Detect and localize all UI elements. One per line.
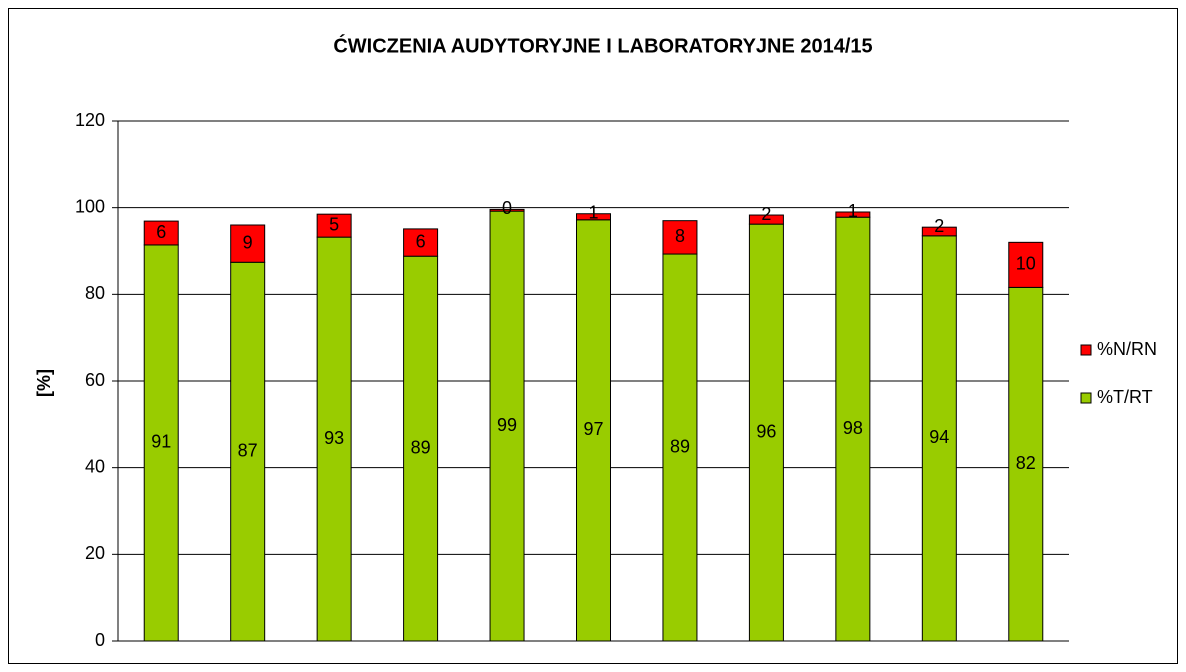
legend-label: %T/RT: [1097, 387, 1153, 407]
bar-segment: [143, 220, 179, 246]
data-label: 89: [670, 436, 690, 456]
bar-segment: [748, 214, 784, 225]
y-tick-label: 0: [95, 630, 105, 650]
bar-segment: [489, 208, 525, 212]
chart-title: ĆWICZENIA AUDYTORYJNE I LABORATORYJNE 20…: [333, 33, 872, 57]
bar-segment: [662, 220, 698, 255]
data-label: 8: [675, 226, 685, 246]
data-label: 93: [324, 428, 344, 448]
data-label: 98: [843, 418, 863, 438]
data-label: 0: [502, 198, 512, 218]
bar-segment: [489, 210, 525, 642]
data-label: 91: [151, 432, 171, 452]
bar-segment: [403, 228, 439, 257]
bar-segment: [316, 236, 352, 642]
data-label: 82: [1016, 453, 1036, 473]
bar-segment: [748, 223, 784, 642]
data-label: 96: [756, 421, 776, 441]
bar-segment: [143, 244, 179, 642]
y-tick-label: 100: [75, 196, 105, 216]
data-label: 97: [583, 419, 603, 439]
bar-segment: [835, 211, 871, 218]
data-label: 99: [497, 415, 517, 435]
y-tick-label: 40: [85, 456, 105, 476]
y-tick-label: 80: [85, 283, 105, 303]
legend-swatch: [1080, 344, 1092, 356]
y-tick-label: 60: [85, 370, 105, 390]
y-tick-label: 120: [75, 110, 105, 130]
data-label: 89: [411, 437, 431, 457]
data-label: 10: [1016, 254, 1036, 274]
data-label: 1: [588, 202, 598, 222]
bar-segment: [230, 224, 266, 263]
data-label: 1: [848, 201, 858, 221]
bar-segment: [921, 235, 957, 642]
bar-segment: [316, 213, 352, 238]
data-label: 87: [238, 440, 258, 460]
legend-swatch: [1080, 392, 1092, 404]
data-label: 5: [329, 214, 339, 234]
bar-segment: [1008, 241, 1044, 288]
data-label: 94: [929, 427, 949, 447]
y-tick-label: 20: [85, 543, 105, 563]
data-label: 9: [243, 232, 253, 252]
legend-label: %N/RN: [1097, 339, 1157, 359]
data-label: 2: [934, 216, 944, 236]
bar-segment: [576, 219, 611, 642]
data-label: 6: [156, 222, 166, 242]
bar-segment: [1008, 286, 1044, 642]
bar-segment: [921, 226, 957, 237]
bar-segment: [403, 255, 439, 642]
bar-segment: [662, 253, 698, 642]
data-label: 6: [416, 231, 426, 251]
bar-segment: [835, 216, 871, 642]
bar-segment: [576, 213, 611, 221]
y-axis-label: [%]: [34, 369, 54, 397]
data-label: 2: [761, 204, 771, 224]
